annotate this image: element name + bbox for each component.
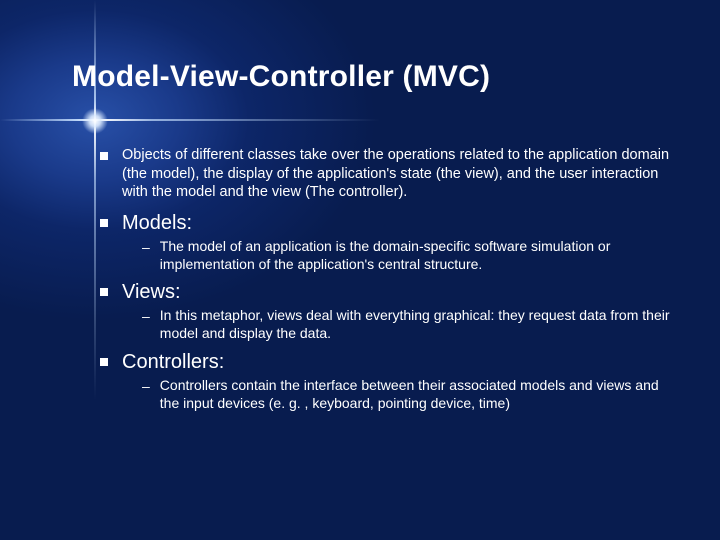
sub-bullet-text: Controllers contain the interface betwee…: [160, 377, 672, 413]
square-bullet-icon: [100, 152, 108, 160]
bullet-item: Models:: [100, 210, 672, 236]
square-bullet-icon: [100, 358, 108, 366]
dash-bullet-icon: –: [142, 377, 150, 395]
sub-bullet-item: – The model of an application is the dom…: [100, 238, 672, 274]
square-bullet-icon: [100, 288, 108, 296]
slide-body: Objects of different classes take over t…: [72, 146, 672, 413]
square-bullet-icon: [100, 219, 108, 227]
slide-content: Model-View-Controller (MVC) Objects of d…: [0, 0, 720, 413]
bullet-heading: Controllers:: [122, 349, 224, 375]
dash-bullet-icon: –: [142, 238, 150, 256]
bullet-item: Controllers:: [100, 349, 672, 375]
sub-bullet-item: – In this metaphor, views deal with ever…: [100, 307, 672, 343]
sub-bullet-text: In this metaphor, views deal with everyt…: [160, 307, 672, 343]
dash-bullet-icon: –: [142, 307, 150, 325]
sub-bullet-text: The model of an application is the domai…: [160, 238, 672, 274]
bullet-text: Objects of different classes take over t…: [122, 146, 672, 202]
bullet-item: Views:: [100, 279, 672, 305]
bullet-heading: Views:: [122, 279, 181, 305]
slide-title: Model-View-Controller (MVC): [72, 60, 672, 94]
sub-bullet-item: – Controllers contain the interface betw…: [100, 377, 672, 413]
bullet-heading: Models:: [122, 210, 192, 236]
bullet-item: Objects of different classes take over t…: [100, 146, 672, 202]
